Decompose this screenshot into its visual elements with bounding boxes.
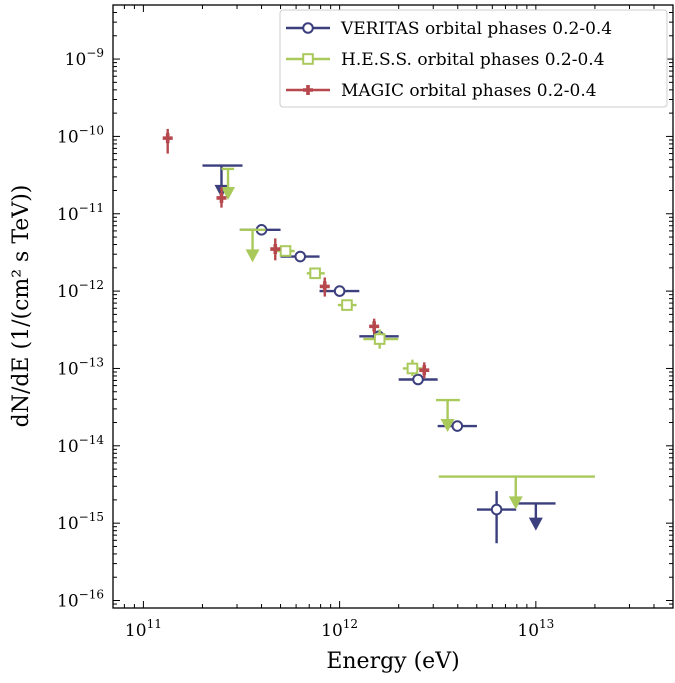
data-point (309, 267, 321, 280)
y-tick-labels: 10−9 10−10 10−11 10−12 10−13 10−14 10−15 10−16 (57, 46, 104, 611)
data-point (216, 192, 227, 203)
data-point (294, 250, 307, 263)
data-point (373, 333, 386, 345)
y-tick-label: 10−15 (57, 510, 104, 534)
y-tick-label: 10−14 (57, 433, 104, 457)
data-point (451, 420, 464, 432)
data-point (333, 285, 346, 297)
legend-label: H.E.S.S. orbital phases 0.2-0.4 (341, 50, 605, 70)
legend-entry: H.E.S.S. orbital phases 0.2-0.4 (286, 50, 605, 70)
series-plus (162, 128, 430, 379)
x-axis-title: Energy (eV) (326, 649, 459, 674)
data-point (419, 365, 430, 376)
axis-ticks (112, 4, 674, 609)
data-point (341, 299, 353, 311)
upper-limit-arrow (508, 496, 523, 510)
series-square (221, 167, 595, 510)
data-point (162, 133, 173, 144)
legend: VERITAS orbital phases 0.2-0.4 H.E.S.S. o… (279, 9, 668, 108)
data-point (490, 503, 503, 516)
x-tick-label: 1013 (517, 617, 554, 641)
data-point (279, 245, 292, 257)
legend-marker (302, 53, 314, 65)
data-point (406, 362, 419, 375)
y-tick-label: 10−9 (65, 46, 104, 70)
legend-entry: MAGIC orbital phases 0.2-0.4 (286, 81, 597, 101)
legend-items: VERITAS orbital phases 0.2-0.4 H.E.S.S. o… (286, 19, 612, 101)
y-tick-label: 10−12 (57, 278, 104, 302)
legend-label: MAGIC orbital phases 0.2-0.4 (341, 81, 597, 101)
y-tick-label: 10−16 (57, 588, 104, 612)
legend-marker (303, 85, 313, 95)
legend-entry: VERITAS orbital phases 0.2-0.4 (286, 19, 612, 39)
upper-limit-arrow (528, 517, 543, 531)
x-tick-label: 1011 (125, 617, 162, 641)
y-tick-label: 10−10 (57, 123, 104, 147)
upper-limit-arrow (221, 186, 236, 200)
x-tick-label: 1012 (321, 617, 358, 641)
legend-box (279, 9, 668, 108)
data-point (270, 244, 281, 255)
data-series (162, 128, 595, 544)
legend-label: VERITAS orbital phases 0.2-0.4 (340, 19, 612, 39)
data-point (412, 373, 424, 386)
y-tick-label: 10−13 (57, 355, 104, 379)
y-tick-label: 10−11 (57, 201, 104, 225)
y-axis-title: dN/dE (1/(cm² s TeV)) (9, 185, 34, 428)
upper-limit-arrow (245, 249, 260, 263)
upper-limit-arrow (440, 419, 455, 433)
legend-marker (302, 22, 314, 34)
data-point (369, 321, 380, 332)
data-point (319, 281, 330, 292)
x-tick-labels: 1011 1012 1013 (125, 617, 554, 641)
